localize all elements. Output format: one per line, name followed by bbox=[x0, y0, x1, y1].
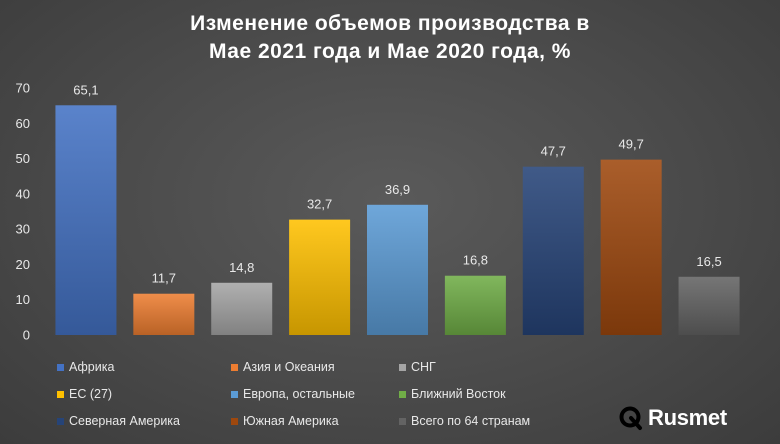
chart-title-line-1: Изменение объемов производства в bbox=[190, 12, 590, 35]
chart-title-line-2: Мае 2021 года и Мае 2020 года, % bbox=[209, 40, 571, 63]
bar-value-label: 32,7 bbox=[307, 197, 332, 212]
legend-swatch bbox=[399, 417, 406, 425]
bar-value-label: 49,7 bbox=[619, 137, 644, 152]
bar bbox=[522, 166, 584, 335]
bar bbox=[600, 159, 662, 335]
rusmet-logo-icon bbox=[619, 406, 642, 430]
bar-value-label: 16,8 bbox=[463, 253, 488, 268]
bar-value-label: 36,9 bbox=[385, 182, 410, 197]
legend-item: Ближний Восток bbox=[399, 386, 506, 402]
legend-label: Европа, остальные bbox=[243, 387, 355, 401]
legend-label: Южная Америка bbox=[243, 414, 339, 428]
legend-item: Азия и Океания bbox=[231, 359, 335, 375]
legend-swatch bbox=[399, 363, 406, 371]
legend-item: Африка bbox=[57, 359, 114, 375]
bar-value-label: 16,5 bbox=[696, 254, 721, 269]
y-tick-label: 70 bbox=[16, 81, 30, 96]
legend-swatch bbox=[57, 417, 64, 425]
legend-label: ЕС (27) bbox=[69, 387, 113, 401]
bar bbox=[444, 275, 506, 335]
bar-value-label: 11,7 bbox=[152, 271, 176, 286]
legend-swatch bbox=[399, 390, 406, 398]
legend-item: Европа, остальные bbox=[231, 386, 355, 402]
legend-item: Северная Америка bbox=[57, 413, 180, 429]
legend-label: Всего по 64 странам bbox=[411, 414, 531, 428]
legend-label: Азия и Океания bbox=[243, 360, 335, 374]
legend-label: Ближний Восток bbox=[411, 387, 506, 401]
brand-logo: Rusmet bbox=[618, 403, 727, 433]
bar-value-label: 47,7 bbox=[541, 144, 566, 159]
y-tick-label: 10 bbox=[16, 292, 30, 307]
legend-swatch bbox=[231, 390, 238, 398]
legend-swatch bbox=[57, 390, 64, 398]
y-tick-label: 30 bbox=[16, 222, 30, 237]
bar-value-label: 65,1 bbox=[73, 82, 98, 97]
legend-label: Северная Америка bbox=[69, 414, 180, 428]
y-tick-label: 40 bbox=[16, 186, 30, 201]
brand-name: Rusmet bbox=[648, 405, 727, 430]
legend-swatch bbox=[231, 363, 238, 371]
legend-item: Всего по 64 странам bbox=[399, 413, 530, 429]
bar bbox=[678, 276, 740, 335]
bar-value-label: 14,8 bbox=[229, 260, 254, 275]
bar bbox=[289, 219, 351, 335]
y-tick-label: 60 bbox=[16, 116, 30, 131]
bar bbox=[55, 105, 117, 335]
bar bbox=[211, 282, 273, 335]
legend-label: Африка bbox=[69, 360, 115, 374]
bar bbox=[367, 204, 428, 335]
y-tick-label: 50 bbox=[16, 151, 30, 166]
legend-label: СНГ bbox=[411, 360, 436, 374]
legend-swatch bbox=[231, 417, 238, 425]
legend-swatch bbox=[57, 363, 64, 371]
bar bbox=[133, 293, 195, 335]
legend-item: Южная Америка bbox=[231, 413, 339, 429]
legend-item: ЕС (27) bbox=[57, 386, 112, 402]
legend-item: СНГ bbox=[399, 359, 436, 375]
chart-title: Изменение объемов производства в Мае 202… bbox=[0, 10, 780, 66]
y-tick-label: 0 bbox=[23, 328, 30, 343]
y-tick-label: 20 bbox=[16, 257, 30, 272]
